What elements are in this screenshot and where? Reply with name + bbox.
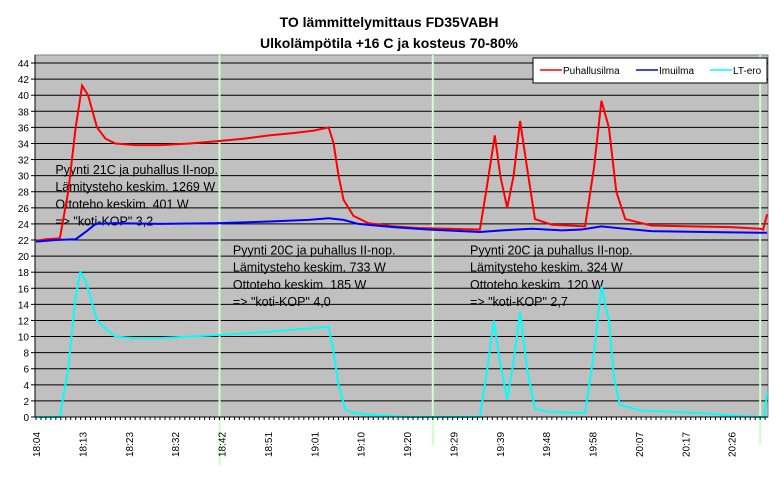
x-tick-label: 19:48 bbox=[542, 432, 553, 457]
chart-title-line-2: Ulkolämpötila +16 C ja kosteus 70-80% bbox=[260, 35, 518, 51]
y-tick-label: 40 bbox=[18, 91, 30, 102]
y-tick-label: 30 bbox=[18, 172, 30, 183]
annotation-text: Pyynti 20C ja puhallus II-nop. bbox=[470, 243, 633, 257]
y-tick-label: 22 bbox=[18, 236, 30, 247]
x-tick-label: 20:17 bbox=[681, 432, 692, 457]
legend-label: LT-ero bbox=[733, 66, 762, 77]
y-tick-label: 36 bbox=[18, 123, 30, 134]
annotation-text: Ottoteho keskim. 185 W bbox=[233, 278, 367, 292]
x-tick-label: 19:58 bbox=[589, 432, 600, 457]
x-tick-label: 18:51 bbox=[264, 432, 275, 457]
annotation-text: Lämitysteho keskim. 1269 W bbox=[55, 180, 215, 194]
x-tick-label: 20:26 bbox=[728, 432, 739, 457]
y-tick-label: 2 bbox=[23, 397, 29, 408]
y-tick-label: 16 bbox=[18, 284, 30, 295]
y-tick-label: 12 bbox=[18, 316, 30, 327]
annotation-text: => "koti-KOP" 4,0 bbox=[233, 295, 331, 309]
y-tick-label: 10 bbox=[18, 333, 30, 344]
series-imuilma-line bbox=[35, 217, 768, 243]
annotations: Pyynti 21C ja puhallus II-nop. Lämitysteh… bbox=[55, 163, 632, 309]
legend: Puhallusilma Imuilma LT-ero bbox=[532, 57, 768, 84]
y-tick-label: 26 bbox=[18, 204, 30, 215]
y-tick-label: 4 bbox=[23, 381, 29, 392]
annotation-text: Ottoteho keskim. 120 W bbox=[470, 278, 604, 292]
y-tick-label: 18 bbox=[18, 268, 30, 279]
x-tick-label: 18:42 bbox=[218, 432, 229, 457]
plot-area bbox=[34, 54, 769, 418]
x-tick-label: 19:20 bbox=[403, 432, 414, 457]
annotation-text: Lämitysteho keskim. 324 W bbox=[470, 261, 623, 275]
x-tick-label: 18:23 bbox=[125, 432, 136, 457]
y-tick-label: 28 bbox=[18, 188, 30, 199]
x-tick-label: 18:04 bbox=[32, 432, 43, 457]
chart-title-line-1: TO lämmittelymittaus FD35VABH bbox=[280, 14, 499, 30]
y-tick-label: 20 bbox=[18, 252, 30, 263]
y-tick-label: 44 bbox=[18, 59, 30, 70]
x-tick-label: 19:29 bbox=[449, 432, 460, 457]
legend-label: Puhallusilma bbox=[563, 66, 620, 77]
y-tick-label: 34 bbox=[18, 139, 30, 150]
annotation-text: Pyynti 20C ja puhallus II-nop. bbox=[233, 243, 396, 257]
y-tick-label: 8 bbox=[23, 349, 29, 360]
x-tick-label: 20:07 bbox=[635, 432, 646, 457]
annotation-text: Ottoteho keskim. 401 W bbox=[55, 197, 189, 211]
x-tick-label: 19:10 bbox=[357, 432, 368, 457]
x-tick-label: 19:01 bbox=[310, 432, 321, 457]
y-tick-label: 32 bbox=[18, 156, 30, 167]
legend-label: Imuilma bbox=[659, 66, 694, 77]
y-tick-label: 6 bbox=[23, 365, 29, 376]
y-tick-label: 0 bbox=[23, 413, 29, 424]
time-markers bbox=[218, 55, 762, 465]
axes: 0246810121416182022242628303234363840424… bbox=[18, 55, 768, 457]
annotation-text: Lämitysteho keskim. 733 W bbox=[233, 261, 386, 275]
y-tick-label: 14 bbox=[18, 300, 30, 311]
x-tick-label: 18:13 bbox=[78, 432, 89, 457]
annotation-text: Pyynti 21C ja puhallus II-nop. bbox=[55, 163, 218, 177]
y-tick-label: 38 bbox=[18, 107, 30, 118]
y-tick-label: 24 bbox=[18, 220, 30, 231]
x-tick-label: 18:32 bbox=[171, 432, 182, 457]
y-tick-label: 42 bbox=[18, 75, 30, 86]
annotation-text: => "koti-KOP" 3,2 bbox=[55, 215, 153, 229]
annotation-text: => "koti-KOP" 2,7 bbox=[470, 295, 568, 309]
x-tick-label: 19:39 bbox=[496, 432, 507, 457]
